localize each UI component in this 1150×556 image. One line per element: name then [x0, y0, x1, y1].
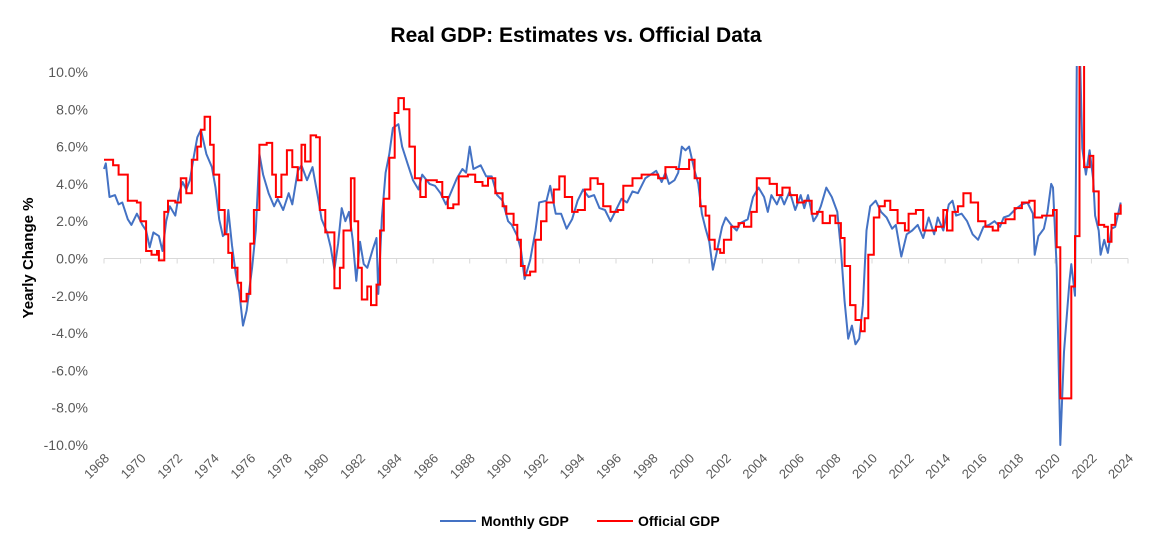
x-tick-label: 2002 [703, 451, 734, 482]
x-tick-label: 1976 [227, 451, 258, 482]
y-tick-label: -4.0% [51, 325, 88, 341]
x-tick-labels: 1968 1970 1972 1974 1976 1978 1980 1982 1984 1986… [81, 451, 1136, 482]
x-tick-label: 2016 [959, 451, 990, 482]
x-tick-label: 1990 [483, 451, 514, 482]
y-tick-label: 6.0% [56, 139, 88, 155]
x-tick-label: 1968 [81, 451, 112, 482]
x-tick-label: 2020 [1032, 451, 1063, 482]
y-tick-label: 0.0% [56, 251, 88, 267]
x-tick-label: 1988 [447, 451, 478, 482]
chart-title: Real GDP: Estimates vs. Official Data [390, 24, 761, 47]
x-tick-label: 1974 [191, 451, 222, 482]
x-tick-label: 1982 [337, 451, 368, 482]
y-axis-label: Yearly Change % [20, 198, 37, 319]
y-tick-label: -8.0% [51, 400, 88, 416]
x-tick-label: 1984 [374, 451, 405, 482]
x-tick-label: 2012 [886, 451, 917, 482]
x-tick-label: 2000 [666, 451, 697, 482]
x-tick-label: 1992 [520, 451, 551, 482]
x-tick-label: 1970 [118, 451, 149, 482]
x-tick-label: 1996 [593, 451, 624, 482]
x-tick-label: 2018 [995, 451, 1026, 482]
x-tick-label: 2014 [922, 451, 953, 482]
x-tick-label: 2024 [1105, 451, 1136, 482]
y-tick-label: 10.0% [48, 64, 88, 80]
x-tick-label: 2022 [1068, 451, 1099, 482]
y-tick-labels: 10.0% 8.0% 6.0% 4.0% 2.0% 0.0% -2.0% -4.0% -6.0%… [44, 64, 88, 453]
x-tick-label: 1998 [630, 451, 661, 482]
y-tick-label: 8.0% [56, 101, 88, 117]
series-official-gdp-line [104, 66, 1122, 400]
x-tick-label: 2010 [849, 451, 880, 482]
legend: Monthly GDP Official GDP [440, 513, 720, 529]
x-tick-label: 1978 [264, 451, 295, 482]
x-axis [103, 258, 1129, 264]
legend-label-official: Official GDP [638, 513, 720, 529]
x-tick-label: 1986 [410, 451, 441, 482]
x-tick-label: 2004 [739, 451, 770, 482]
x-tick-label: 2006 [776, 451, 807, 482]
y-tick-label: 4.0% [56, 176, 88, 192]
x-tick-label: 2008 [812, 451, 843, 482]
y-tick-label: -2.0% [51, 288, 88, 304]
x-tick-label: 1980 [300, 451, 331, 482]
y-tick-label: 2.0% [56, 213, 88, 229]
series-monthly-gdp-line [103, 66, 1122, 446]
x-tick-label: 1994 [556, 451, 587, 482]
x-tick-label: 1972 [154, 451, 185, 482]
y-tick-label: -6.0% [51, 362, 88, 378]
y-tick-label: -10.0% [44, 437, 88, 453]
legend-label-monthly: Monthly GDP [481, 513, 569, 529]
